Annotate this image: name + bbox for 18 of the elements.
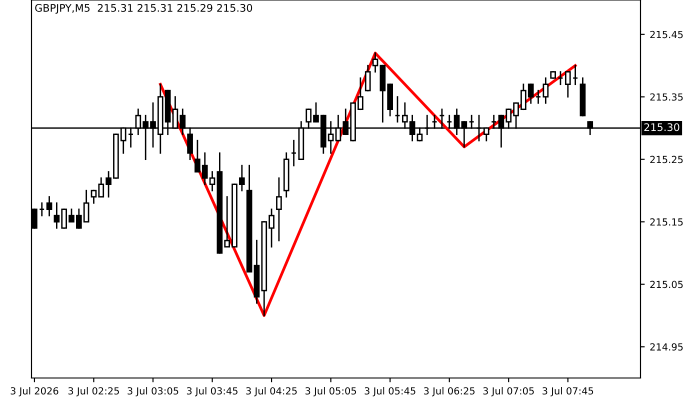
y-tick-label: 215.05 bbox=[650, 280, 683, 288]
x-tick-label: 3 Jul 02:25 bbox=[68, 387, 119, 396]
y-tick-label: 215.45 bbox=[650, 30, 683, 38]
x-tick-label: 3 Jul 05:45 bbox=[364, 387, 416, 396]
x-tick-label: 3 Jul 07:45 bbox=[542, 387, 594, 396]
x-tick-label: 3 Jul 05:05 bbox=[306, 387, 356, 396]
x-tick-label: 3 Jul 03:45 bbox=[186, 387, 238, 396]
chart-title: GBPJPY,M5 215.31 215.31 215.29 215.30 bbox=[35, 4, 252, 14]
y-tick-label: 215.15 bbox=[650, 218, 683, 226]
y-tick-label: 214.95 bbox=[650, 343, 683, 351]
y-tick-label: 215.35 bbox=[650, 93, 683, 101]
x-tick-label: 3 Jul 06:25 bbox=[424, 387, 475, 396]
y-tick-label: 215.25 bbox=[650, 156, 683, 164]
ref-line-label: 215.30 bbox=[644, 123, 680, 132]
x-tick-label: 3 Jul 2026 bbox=[10, 387, 58, 396]
x-tick-label: 3 Jul 03:05 bbox=[128, 387, 178, 396]
x-tick-label: 3 Jul 07:05 bbox=[483, 387, 534, 396]
x-tick-label: 3 Jul 04:25 bbox=[246, 387, 297, 396]
